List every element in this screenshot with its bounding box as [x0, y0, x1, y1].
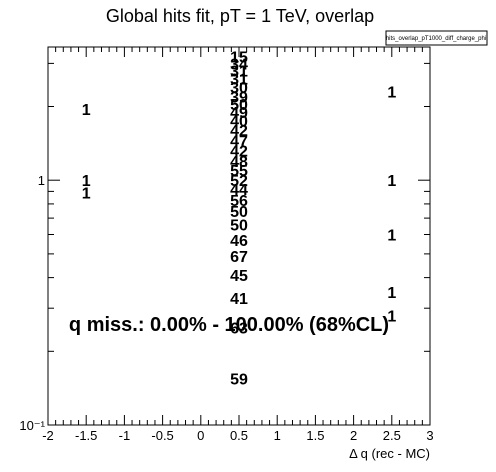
bin-count-label: 42: [230, 123, 248, 140]
x-axis-label: Δ q (rec - MC): [349, 446, 430, 461]
bin-count-label: 55: [230, 163, 248, 180]
bin-count-label: 1: [82, 102, 91, 119]
bin-count-label: 47: [230, 134, 248, 151]
bin-count-label: 44: [230, 182, 248, 199]
bin-count-label: 1: [387, 173, 396, 190]
x-tick-label: 3: [426, 428, 433, 443]
bin-count-label: 34: [230, 56, 248, 73]
quality-annotation: q miss.: 0.00% - 100.00% (68%CL): [69, 314, 389, 336]
legend-entry: hits_overlap_pT1000_diff_charge_phi: [386, 36, 486, 42]
y-tick-label: 1: [38, 173, 45, 188]
x-tick-label: 2: [350, 428, 357, 443]
chart-title: Global hits fit, pT = 1 TeV, overlap: [106, 6, 374, 26]
bin-count-label: 48: [230, 154, 248, 171]
bin-count-label: 63: [230, 321, 248, 338]
bin-count-label: 56: [230, 193, 248, 210]
bin-count-label: 50: [230, 204, 248, 221]
bin-count-label: 42: [230, 144, 248, 161]
bin-count-label: 50: [230, 97, 248, 114]
bin-count-label: 1: [387, 309, 396, 326]
x-tick-label: 1: [274, 428, 281, 443]
y-axis: 1 10⁻¹: [19, 62, 430, 433]
bin-count-label: 1: [387, 85, 396, 102]
bin-count-label: 15: [230, 50, 248, 67]
bin-count-label: 1: [387, 228, 396, 245]
y-tick-label: 10⁻¹: [19, 418, 45, 433]
x-tick-label: -1: [119, 428, 131, 443]
bin-count-label: 46: [230, 233, 248, 250]
x-tick-label: -0.5: [151, 428, 173, 443]
x-tick-label: -1.5: [75, 428, 97, 443]
legend: hits_overlap_pT1000_diff_charge_phi: [385, 30, 488, 46]
bin-count-label: 52: [230, 173, 248, 190]
bin-count-label: 39: [230, 89, 248, 106]
bin-count-label: 45: [230, 268, 248, 285]
bin-count-label: 67: [230, 249, 248, 266]
bin-count-label: 49: [230, 105, 248, 122]
x-tick-label: 0: [197, 428, 204, 443]
bin-labels: 1111111115343131303950494042474248555244…: [82, 50, 397, 389]
bin-count-label: 40: [230, 114, 248, 131]
bin-count-label: 1: [387, 285, 396, 302]
bin-count-label: 31: [230, 72, 248, 89]
x-tick-label: 1.5: [306, 428, 324, 443]
x-axis: -2 -1.5 -1 -0.5 0 0.5 1 1.5 2 2.5 3: [42, 47, 434, 443]
x-tick-label: 2.5: [383, 428, 401, 443]
bin-count-label: 1: [82, 173, 91, 190]
bin-count-label: 59: [230, 371, 248, 388]
bin-count-label: 50: [230, 217, 248, 234]
x-tick-label: 0.5: [230, 428, 248, 443]
bin-count-label: 1: [82, 186, 91, 203]
bin-count-label: 41: [230, 291, 248, 308]
bin-count-label: 30: [230, 80, 248, 97]
bin-count-label: 31: [230, 64, 248, 81]
x-tick-label: -2: [42, 428, 54, 443]
legend-box: [385, 30, 488, 46]
